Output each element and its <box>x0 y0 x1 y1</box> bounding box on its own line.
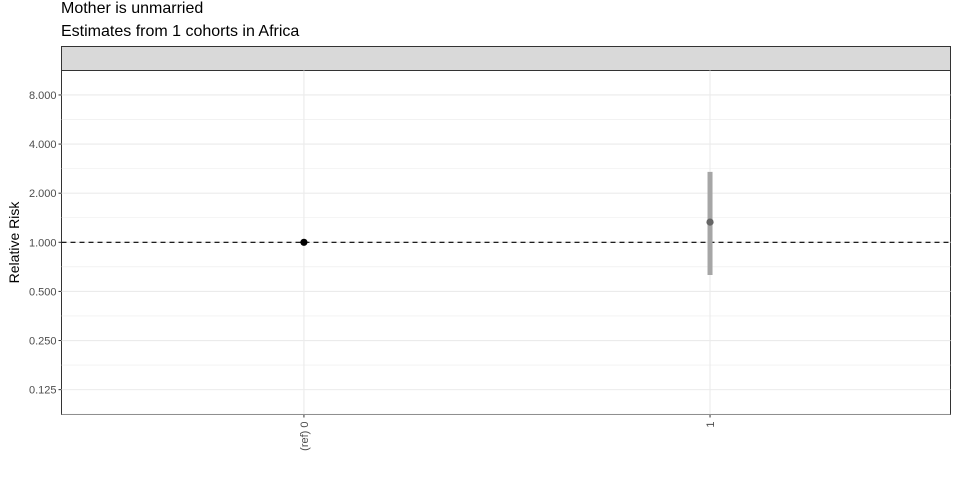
grid-lines <box>61 70 951 415</box>
y-tick-label: 0.500 <box>29 286 57 298</box>
chart-subtitle: Estimates from 1 cohorts in Africa <box>61 23 300 40</box>
y-tick-label: 0.125 <box>29 385 57 397</box>
y-tick-label: 2.000 <box>29 188 57 200</box>
facet-strip <box>61 46 951 71</box>
y-tick-label: 4.000 <box>29 139 57 151</box>
point-estimate <box>300 238 308 246</box>
point-estimate <box>706 218 714 226</box>
y-tick-label: 0.250 <box>29 336 57 348</box>
y-tick-label: 1.000 <box>29 237 57 249</box>
chart-title: Mother is unmarried <box>61 0 204 17</box>
y-tick-label: 8.000 <box>29 90 57 102</box>
y-axis: 0.125 0.250 0.500 1.000 2.000 4.000 8.000 <box>29 90 62 397</box>
x-axis: (ref) 0 1 <box>299 414 717 451</box>
y-axis-title: Relative Risk <box>6 201 22 284</box>
x-tick-label: 1 <box>705 422 717 428</box>
x-tick-label: (ref) 0 <box>299 422 311 451</box>
data-marks <box>300 171 714 276</box>
